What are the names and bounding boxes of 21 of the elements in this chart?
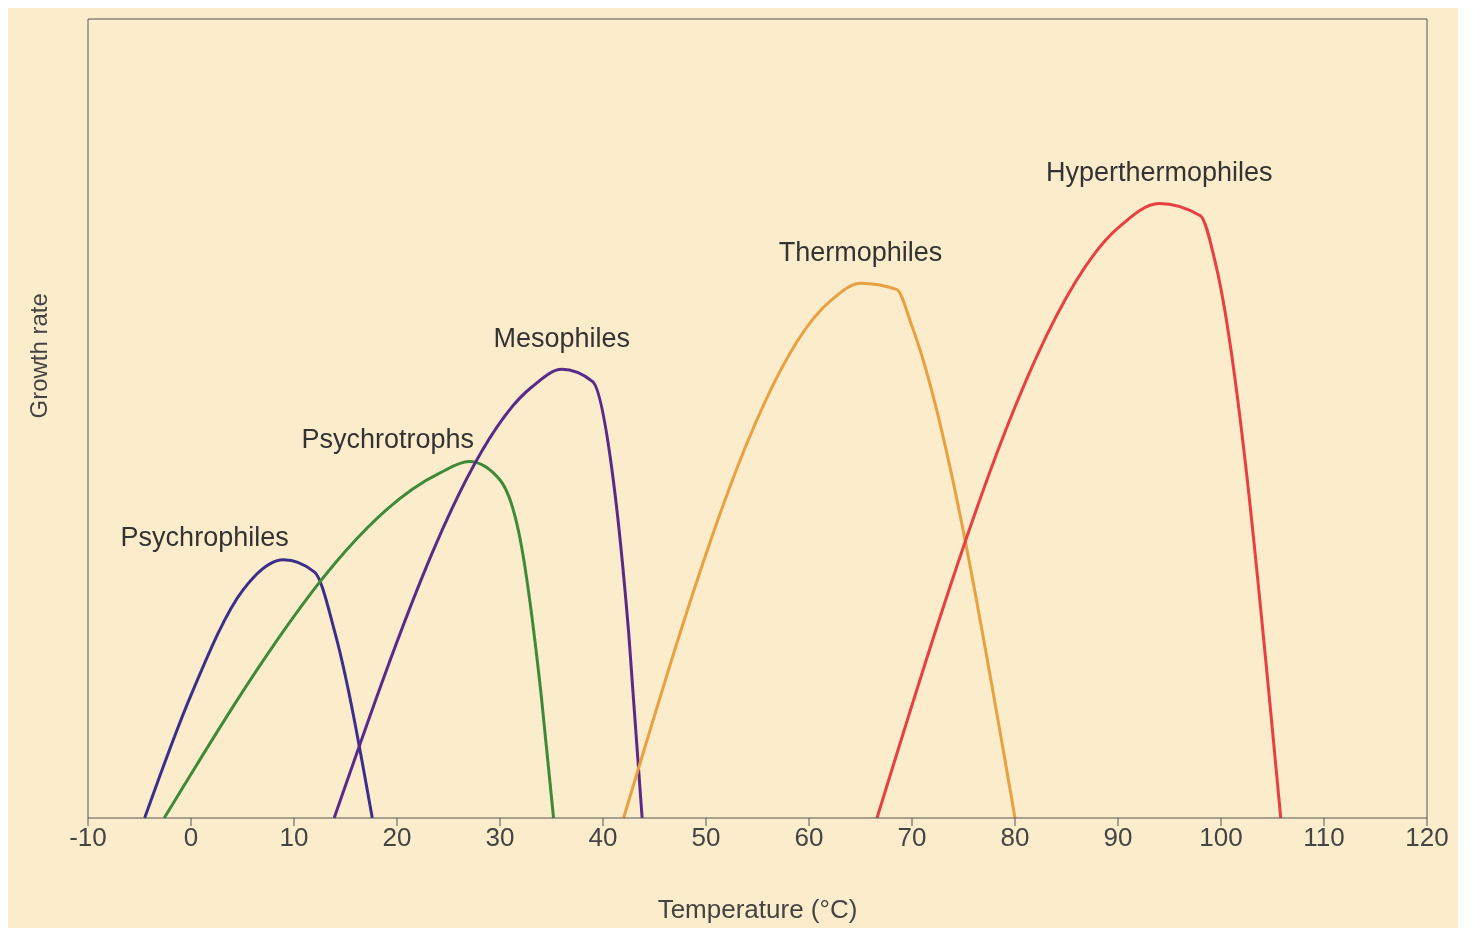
x-tick-label: 110 <box>1303 822 1345 853</box>
x-tick-label: 100 <box>1199 822 1243 853</box>
x-tick-label: 40 <box>588 822 618 853</box>
x-tick-label: 60 <box>794 822 824 853</box>
x-tick-label: 80 <box>1000 822 1030 853</box>
x-tick-label: 0 <box>183 822 199 853</box>
series-label: Hyperthermophiles <box>1045 157 1273 188</box>
series-label: Psychrophiles <box>120 521 289 552</box>
x-tick-label: 20 <box>382 822 412 853</box>
x-tick-label: 90 <box>1103 822 1133 853</box>
x-tick-label: 70 <box>897 822 927 853</box>
x-tick-label: 30 <box>485 822 515 853</box>
x-axis-title: Temperature (°C) <box>657 894 858 924</box>
series-label: Thermophiles <box>778 237 943 268</box>
y-axis-title: Growth rate <box>24 293 52 419</box>
x-tick-label: 50 <box>691 822 721 853</box>
x-tick-label: 10 <box>279 822 309 853</box>
series-label: Mesophiles <box>493 323 631 354</box>
series-label: Psychrotrophs <box>301 423 475 454</box>
x-tick-label: -10 <box>69 822 107 853</box>
x-tick-label: 120 <box>1405 822 1449 853</box>
